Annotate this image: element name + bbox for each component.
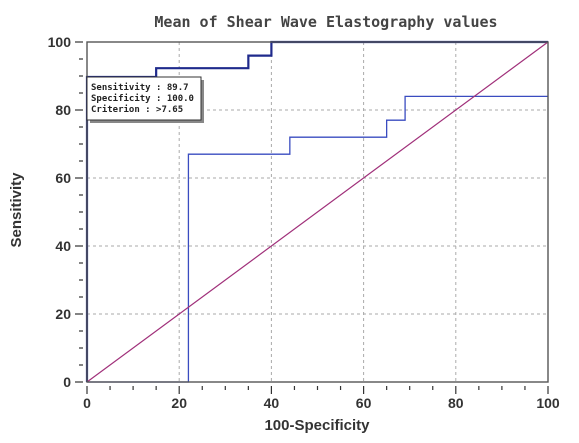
y-tick-label: 40 <box>55 238 71 254</box>
plot-frame <box>86 41 549 383</box>
x-tick-label: 0 <box>83 395 91 411</box>
x-axis-label: 100-Specificity <box>264 417 370 434</box>
y-tick-label: 60 <box>55 170 71 186</box>
y-tick-label: 0 <box>63 374 71 390</box>
x-tick-label: 60 <box>356 395 372 411</box>
x-tick-label: 20 <box>171 395 187 411</box>
y-tick-label: 80 <box>55 102 71 118</box>
confidence-bound-line <box>87 95 548 383</box>
criterion-annotation: Sensitivity : 89.7 Specificity : 100.0 C… <box>86 76 204 123</box>
reference-line-line <box>86 41 549 383</box>
annotation-sensitivity: Sensitivity : 89.7 <box>91 82 189 93</box>
grid <box>87 42 548 382</box>
y-axis-label: Sensitivity <box>8 172 25 248</box>
chart-title: Mean of Shear Wave Elastography values <box>154 13 497 31</box>
axis-ticks: 0 20 40 60 80 100 0 20 40 60 80 100 <box>48 34 560 411</box>
x-tick-label: 40 <box>264 395 280 411</box>
annotation-box <box>86 76 202 121</box>
x-tick-label: 80 <box>448 395 464 411</box>
annotation-criterion: Criterion : >7.65 <box>91 104 183 115</box>
x-tick-label: 100 <box>536 395 560 411</box>
y-tick-label: 20 <box>55 306 71 322</box>
y-tick-label: 100 <box>48 34 72 50</box>
annotation-specificity: Specificity : 100.0 <box>91 93 194 104</box>
